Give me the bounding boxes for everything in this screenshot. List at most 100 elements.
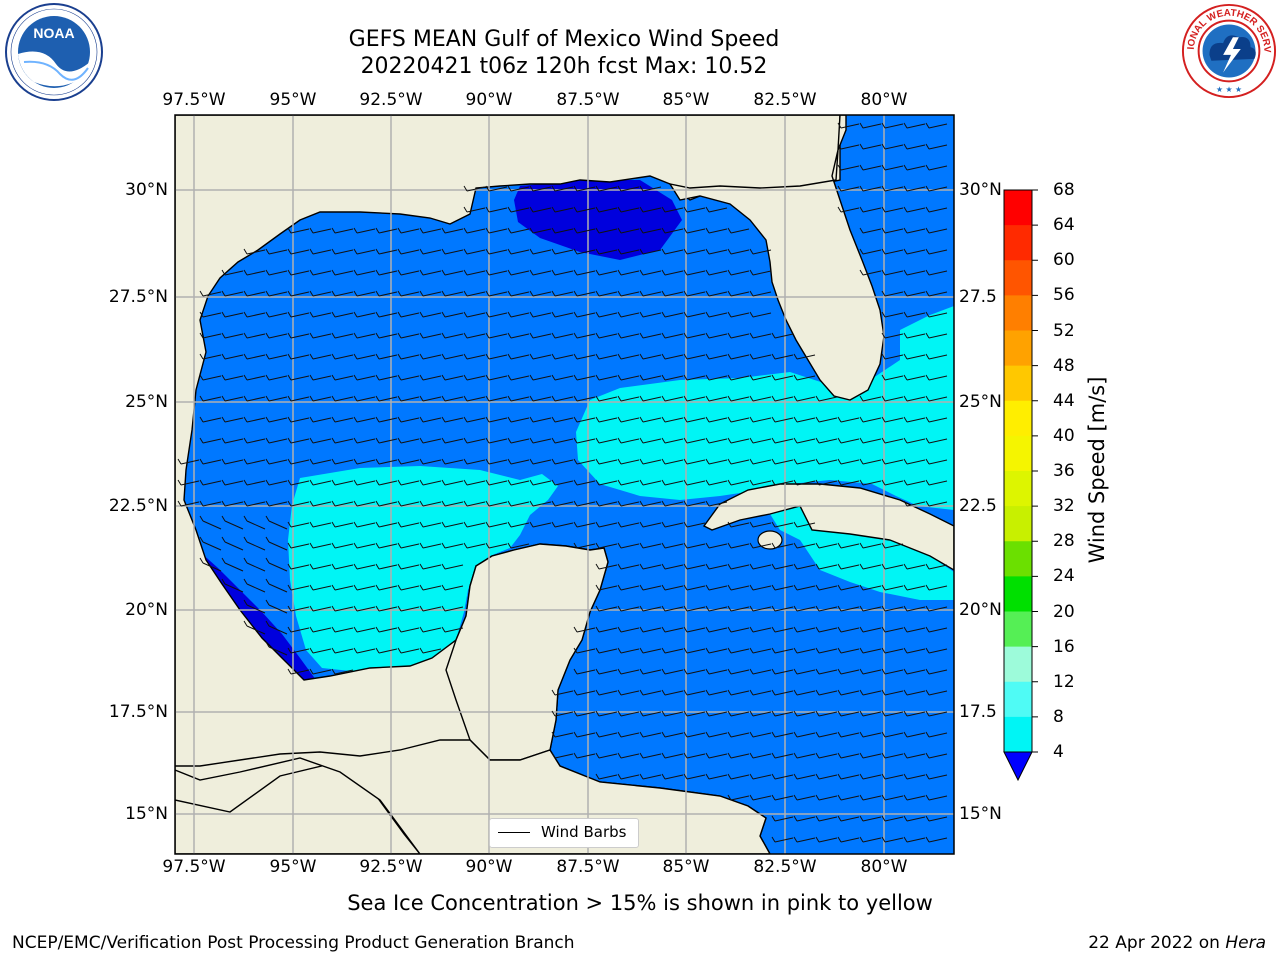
wind-barb xyxy=(419,605,442,612)
wind-barb xyxy=(595,311,618,318)
wind-barb xyxy=(331,668,354,675)
wind-barb xyxy=(639,521,662,528)
wind-barb xyxy=(903,374,926,381)
wind-barb xyxy=(551,416,574,423)
wind-barb xyxy=(881,311,904,318)
wind-barb xyxy=(903,122,926,129)
wind-barb xyxy=(925,689,948,696)
wind-barb xyxy=(903,815,926,822)
wind-barb xyxy=(441,605,464,612)
lat-tick-label-left: 20°N xyxy=(125,600,168,620)
wind-barb xyxy=(287,290,310,297)
wind-barb xyxy=(243,269,266,276)
wind-barb xyxy=(353,458,376,465)
wind-barb xyxy=(551,374,574,381)
wind-barb xyxy=(463,332,486,339)
colorbar xyxy=(1003,189,1038,782)
wind-barb xyxy=(199,458,222,465)
wind-barb xyxy=(397,437,420,444)
wind-barb xyxy=(793,752,816,759)
wind-barb xyxy=(419,416,442,423)
wind-barb xyxy=(683,353,706,360)
wind-barb xyxy=(859,626,882,633)
wind-barb xyxy=(485,416,508,423)
wind-barb xyxy=(859,689,882,696)
wind-barb xyxy=(903,416,926,423)
wind-barb xyxy=(617,605,640,612)
wind-barb xyxy=(881,332,904,339)
wind-barb xyxy=(485,395,508,402)
wind-barb xyxy=(617,584,640,591)
wind-barb xyxy=(199,311,222,318)
colorbar-segment xyxy=(1004,716,1032,753)
wind-barb xyxy=(507,248,530,255)
wind-barb xyxy=(331,605,354,612)
wind-barb xyxy=(661,437,684,444)
wind-barb xyxy=(243,437,266,444)
wind-barb xyxy=(573,332,596,339)
wind-barb xyxy=(375,416,398,423)
wind-barb xyxy=(419,626,442,633)
wind-barb xyxy=(771,395,794,402)
wind-barb xyxy=(793,731,816,738)
wind-barb xyxy=(859,794,882,801)
wind-barb xyxy=(573,668,596,675)
wind-barb xyxy=(529,374,552,381)
wind-barb xyxy=(639,290,662,297)
wind-barb xyxy=(595,710,618,717)
wind-barb xyxy=(221,437,244,444)
wind-barb xyxy=(309,479,332,486)
wind-barb xyxy=(551,395,574,402)
wind-barb xyxy=(485,332,508,339)
wind-barb xyxy=(749,311,772,318)
wind-barb xyxy=(661,290,684,297)
wind-barb xyxy=(749,584,772,591)
wind-barb xyxy=(353,542,376,549)
wind-barb xyxy=(639,416,662,423)
wind-barb xyxy=(815,773,838,780)
colorbar-tick-label: 32 xyxy=(1053,496,1075,517)
wind-barb xyxy=(507,206,530,213)
wind-barb xyxy=(617,206,640,213)
wind-barb xyxy=(837,143,860,150)
wind-barb xyxy=(529,206,552,213)
wind-barb xyxy=(925,143,948,150)
wind-barb xyxy=(353,647,376,654)
wind-barb xyxy=(749,479,772,486)
wind-barb xyxy=(639,689,662,696)
lon-tick-label-bottom: 85°W xyxy=(662,857,710,877)
wind-barb xyxy=(661,206,684,213)
wind-barb xyxy=(331,290,354,297)
wind-barb xyxy=(529,500,552,507)
wind-barb xyxy=(353,521,376,528)
wind-barb xyxy=(551,290,574,297)
wind-barb xyxy=(837,458,860,465)
wind-barb xyxy=(639,227,662,234)
wind-barb xyxy=(837,605,860,612)
wind-barb xyxy=(419,311,442,318)
wind-barb xyxy=(859,479,882,486)
wind-barb xyxy=(419,374,442,381)
wind-barb xyxy=(221,395,244,402)
wind-barb xyxy=(771,416,794,423)
wind-barb xyxy=(639,647,662,654)
wind-barb xyxy=(705,542,728,549)
wind-barb xyxy=(881,605,904,612)
wind-barb xyxy=(243,620,266,635)
wind-barb xyxy=(771,437,794,444)
wind-barb xyxy=(639,542,662,549)
wind-barb xyxy=(903,206,926,213)
wind-barb xyxy=(551,437,574,444)
lon-tick-label-bottom: 82.5°W xyxy=(753,857,817,877)
wind-barb xyxy=(749,248,772,255)
wind-barb xyxy=(705,458,728,465)
wind-barb xyxy=(837,836,860,843)
wind-barb xyxy=(705,479,728,486)
wind-barb xyxy=(815,563,838,570)
wind-barb xyxy=(507,437,530,444)
map-frame xyxy=(174,114,955,855)
wind-barb xyxy=(265,599,288,614)
wind-barb xyxy=(573,437,596,444)
wind-barb xyxy=(881,206,904,213)
wind-barb xyxy=(221,578,244,593)
